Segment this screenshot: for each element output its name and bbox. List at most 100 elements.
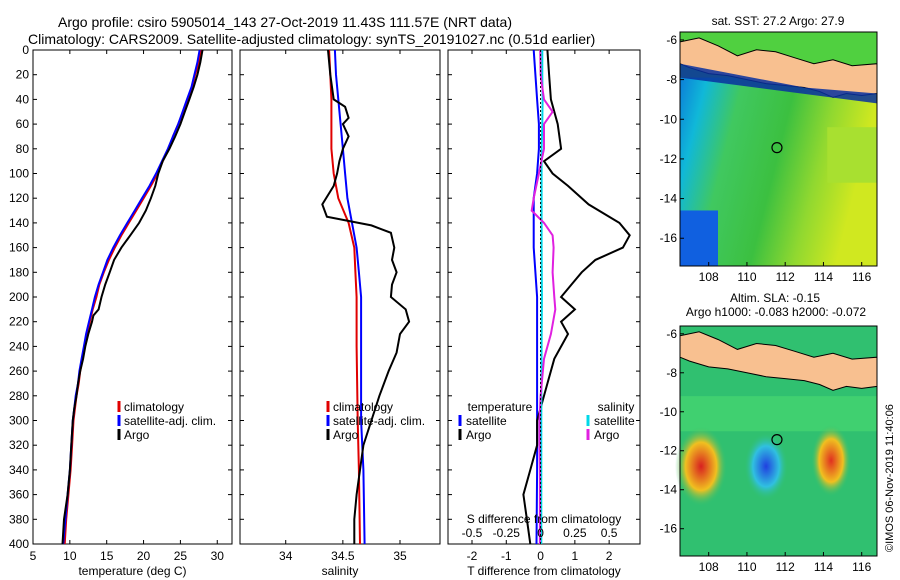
depth-tick-label: 280: [9, 389, 29, 403]
x-tick-label: 5: [30, 549, 37, 563]
imos-stamp: ©IMOS 06-Nov-2019 11:40:06: [884, 404, 896, 552]
title-line-1: Argo profile: csiro 5905014_143 27-Oct-2…: [58, 14, 512, 30]
x-tick-label: 34.5: [331, 549, 355, 563]
lon-tick-label: 116: [852, 560, 871, 574]
series-line-t-satellite: [532, 49, 540, 545]
depth-tick-label: 380: [9, 512, 29, 526]
depth-tick-label: 400: [9, 537, 29, 551]
lat-tick-label: -6: [666, 33, 677, 47]
lat-tick-label: -6: [666, 327, 677, 341]
lat-tick-label: -16: [660, 522, 678, 536]
lon-tick-label: 110: [737, 270, 756, 284]
map-frame-sst: [679, 31, 878, 267]
sla-high-east: [811, 424, 852, 497]
depth-tick-label: 160: [9, 241, 29, 255]
x-tick-label: -2: [467, 549, 478, 563]
lat-tick-label: -12: [660, 152, 678, 166]
depth-tick-label: 180: [9, 265, 29, 279]
salinity-diff-tick-label: 0: [537, 526, 544, 540]
lat-tick-label: -14: [660, 483, 678, 497]
x-tick-label: 30: [211, 549, 225, 563]
salinity-diff-tick-label: 0.5: [601, 526, 618, 540]
legend-entry: satellite: [466, 414, 507, 428]
legend-entry: satellite-adj. clim.: [124, 414, 216, 428]
depth-tick-label: 260: [9, 364, 29, 378]
argo-position-marker: [771, 434, 783, 446]
legend-entry: climatology: [124, 400, 184, 414]
x-tick-label: 34: [279, 549, 293, 563]
x-tick-label: 0: [537, 549, 544, 563]
lon-tick-label: 116: [852, 270, 871, 284]
lat-tick-label: -10: [660, 112, 678, 126]
title-line-2: Climatology: CARS2009. Satellite-adjuste…: [28, 31, 596, 47]
sst-map-title: sat. SST: 27.2 Argo: 27.9: [712, 14, 845, 28]
lon-tick-label: 108: [699, 270, 719, 284]
sla-low-center: [744, 432, 789, 501]
legend-entry: Argo: [466, 428, 492, 442]
x-axis-label-salinity: salinity: [322, 564, 359, 578]
land-java: [679, 331, 878, 391]
sst-cold-patch: [680, 210, 718, 266]
legend-entry: Argo: [594, 428, 620, 442]
legend-entry: Argo: [333, 428, 359, 442]
depth-tick-label: 300: [9, 414, 29, 428]
series-line-t-argo: [522, 49, 631, 545]
series-line-climatology: [328, 49, 361, 545]
map-frame-sla: [679, 325, 878, 557]
series-line-argo: [321, 49, 411, 544]
plot-frame-salinity: [239, 49, 441, 545]
depth-tick-label: 140: [9, 216, 29, 230]
salinity-diff-tick-label: -0.5: [462, 526, 483, 540]
depth-tick-label: 20: [16, 68, 30, 82]
lon-tick-label: 112: [776, 560, 795, 574]
series-line-argo: [61, 49, 204, 545]
salinity-diff-tick-label: 0.25: [563, 526, 587, 540]
x-tick-label: 20: [137, 549, 151, 563]
lon-tick-label: 112: [776, 270, 795, 284]
series-line-s-satellite: [540, 50, 544, 544]
sla-band: [680, 396, 877, 432]
sla-high-west: [675, 426, 728, 507]
lat-tick-label: -8: [666, 366, 677, 380]
x-tick-label: 35: [393, 549, 407, 563]
lat-tick-label: -10: [660, 405, 678, 419]
legend-entry: Argo: [124, 428, 150, 442]
salinity-diff-tick-label: -0.25: [493, 526, 521, 540]
depth-tick-label: 80: [16, 142, 30, 156]
x-tick-label: 1: [572, 549, 579, 563]
x-tick-label: -1: [501, 549, 512, 563]
depth-tick-label: 40: [16, 92, 30, 106]
sst-coastal-cold: [680, 63, 877, 104]
lat-tick-label: -14: [660, 192, 678, 206]
depth-tick-label: 60: [16, 117, 30, 131]
depth-tick-label: 0: [22, 43, 29, 57]
legend-entry: climatology: [333, 400, 393, 414]
lat-tick-label: -8: [666, 73, 677, 87]
legend-entry: satellite-adj. clim.: [333, 414, 425, 428]
series-line-satellite-adj-clim-: [333, 49, 366, 545]
salinity-diff-axis-label: S difference from climatology: [467, 512, 622, 526]
legend-title-salinity: salinity: [598, 400, 635, 414]
depth-tick-label: 340: [9, 463, 29, 477]
plot-frame-temperature: [32, 49, 233, 545]
x-axis-label-temperature: temperature (deg C): [78, 564, 186, 578]
sla-map-title-2: Argo h1000: -0.083 h2000: -0.072: [686, 305, 866, 319]
x-tick-label: 10: [63, 549, 77, 563]
legend-entry: satellite: [594, 414, 635, 428]
depth-tick-label: 100: [9, 167, 29, 181]
lon-tick-label: 114: [814, 270, 833, 284]
depth-tick-label: 120: [9, 191, 29, 205]
lon-tick-label: 114: [814, 560, 833, 574]
depth-tick-label: 360: [9, 488, 29, 502]
legend-title-temperature: temperature: [468, 400, 533, 414]
sst-warm-patch: [827, 127, 877, 183]
depth-tick-label: 220: [9, 315, 29, 329]
lon-tick-label: 108: [699, 560, 719, 574]
depth-tick-label: 240: [9, 339, 29, 353]
lat-tick-label: -16: [660, 231, 678, 245]
x-tick-label: 15: [100, 549, 114, 563]
series-line-s-argo: [530, 49, 557, 544]
depth-tick-label: 200: [9, 290, 29, 304]
depth-tick-label: 320: [9, 438, 29, 452]
x-tick-label: 25: [174, 549, 188, 563]
